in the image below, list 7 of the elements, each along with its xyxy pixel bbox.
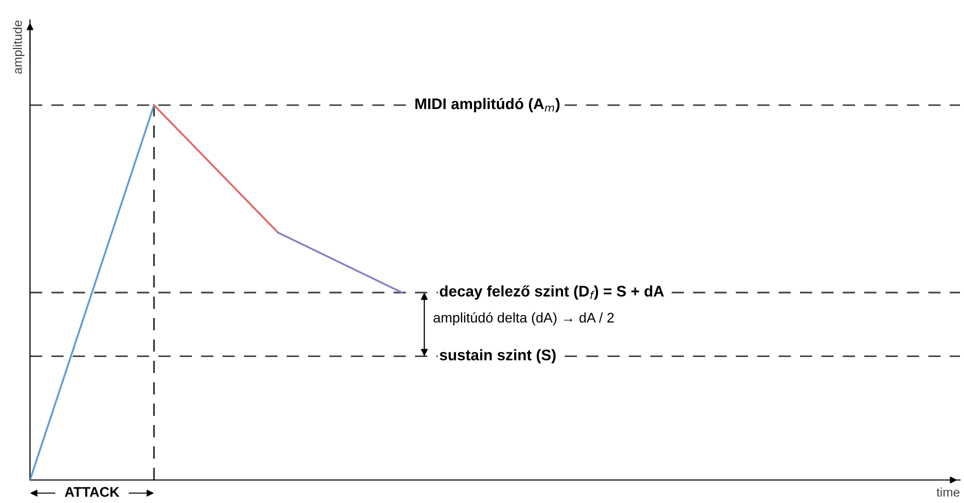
ref-line-label: decay felező szint (D$_{f}$) = S + dA (440, 285, 664, 300)
ref-line-label: MIDI amplitúdó (A$_{m}$) (415, 98, 560, 112)
y-axis-title: amplitude (12, 20, 24, 74)
text: ATTACK (64, 487, 120, 497)
ref-line-label: sustain szint (S) (440, 349, 556, 364)
annotation: amplitúdó delta (dA) → dA / 2 (434, 312, 614, 326)
text: time (936, 488, 960, 497)
